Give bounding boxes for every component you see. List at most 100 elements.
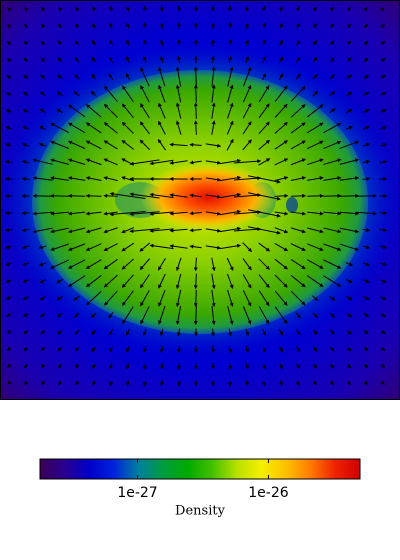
velocity-arrow [227, 102, 234, 119]
velocity-arrow [362, 126, 370, 130]
velocity-arrow [91, 346, 97, 353]
velocity-arrow [122, 306, 134, 325]
velocity-arrow [39, 91, 46, 97]
velocity-arrow [258, 290, 270, 307]
velocity-arrow [312, 57, 318, 63]
velocity-arrow [278, 22, 283, 29]
velocity-arrow [122, 290, 134, 307]
velocity-arrow [307, 193, 324, 198]
velocity-arrow [189, 193, 202, 198]
velocity-arrow [261, 5, 266, 12]
velocity-arrow [122, 85, 134, 103]
velocity-arrow [5, 126, 12, 130]
velocity-arrow [193, 66, 198, 87]
velocity-arrow [143, 22, 148, 29]
velocity-arrow [32, 211, 53, 216]
velocity-arrow [233, 227, 262, 232]
velocity-arrows [4, 5, 388, 387]
velocity-arrow [91, 329, 97, 336]
velocity-arrow [211, 102, 216, 119]
colorbar [39, 458, 361, 480]
velocity-arrow [85, 211, 102, 216]
velocity-arrow [126, 363, 130, 370]
velocity-arrow [129, 228, 160, 234]
velocity-arrow [38, 142, 47, 147]
velocity-arrow [21, 143, 30, 147]
velocity-arrow [245, 345, 249, 353]
velocity-arrow [307, 259, 324, 269]
velocity-arrow [193, 120, 198, 135]
velocity-arrow [139, 121, 150, 135]
velocity-arrow [345, 108, 353, 114]
velocity-arrow [140, 103, 150, 119]
velocity-arrow [68, 275, 86, 287]
velocity-arrow [347, 40, 352, 46]
velocity-arrow [85, 104, 102, 118]
velocity-arrow [346, 23, 351, 29]
velocity-arrow [7, 24, 12, 29]
velocity-arrow [109, 346, 113, 353]
velocity-arrow [258, 242, 271, 252]
velocity-arrow [233, 210, 262, 215]
velocity-arrow [189, 142, 202, 147]
velocity-arrow [103, 274, 118, 288]
velocity-arrow [261, 73, 267, 81]
velocity-arrow [67, 243, 86, 251]
velocity-arrow [261, 380, 266, 387]
velocity-arrow [242, 242, 253, 253]
velocity-arrow [40, 347, 46, 352]
velocity-arrow [211, 84, 216, 103]
velocity-arrow [140, 274, 150, 289]
velocity-arrow [41, 23, 46, 29]
velocity-arrow [22, 92, 29, 96]
velocity-arrow [363, 313, 370, 318]
velocity-arrow [346, 346, 352, 352]
velocity-arrow [211, 345, 216, 354]
velocity-arrow [211, 305, 216, 326]
velocity-arrow [219, 226, 242, 233]
velocity-arrow [346, 295, 353, 301]
colorbar-tick-label: 1e-27 [117, 485, 157, 501]
velocity-arrow [175, 66, 182, 87]
velocity-arrow [290, 158, 306, 166]
velocity-arrow [346, 329, 352, 335]
velocity-arrow [313, 40, 318, 46]
velocity-arrow [177, 380, 182, 387]
velocity-arrow [57, 346, 63, 352]
velocity-arrow [329, 23, 334, 29]
velocity-arrow [290, 211, 307, 216]
velocity-arrow [103, 193, 118, 198]
velocity-arrow [6, 363, 12, 368]
velocity-arrow [290, 122, 306, 134]
velocity-arrow [177, 363, 182, 370]
velocity-arrow [85, 122, 102, 134]
velocity-arrow [109, 22, 114, 29]
velocity-arrow [307, 243, 324, 251]
velocity-arrow [104, 290, 118, 306]
velocity-arrow [339, 227, 360, 234]
velocity-arrow [4, 228, 13, 232]
velocity-arrow [323, 140, 342, 150]
velocity-arrow [248, 175, 281, 184]
velocity-arrow [103, 122, 118, 134]
velocity-arrow [346, 57, 352, 63]
velocity-arrow [295, 73, 301, 80]
velocity-arrow [242, 121, 252, 135]
velocity-arrow [160, 39, 164, 47]
velocity-arrow [23, 346, 28, 352]
velocity-arrow [103, 258, 118, 270]
velocity-arrow [323, 243, 342, 251]
velocity-arrow [245, 55, 249, 64]
velocity-arrow [274, 193, 289, 198]
velocity-arrow [312, 329, 318, 335]
velocity-arrow [329, 329, 335, 335]
velocity-arrow [126, 39, 130, 46]
velocity-arrow [363, 57, 369, 62]
velocity-arrow [175, 102, 182, 119]
velocity-arrow [158, 289, 166, 307]
velocity-arrow [50, 122, 70, 134]
velocity-arrow [158, 306, 166, 325]
velocity-arrow [380, 329, 386, 334]
velocity-arrow [380, 75, 386, 79]
velocity-arrow [22, 313, 29, 317]
